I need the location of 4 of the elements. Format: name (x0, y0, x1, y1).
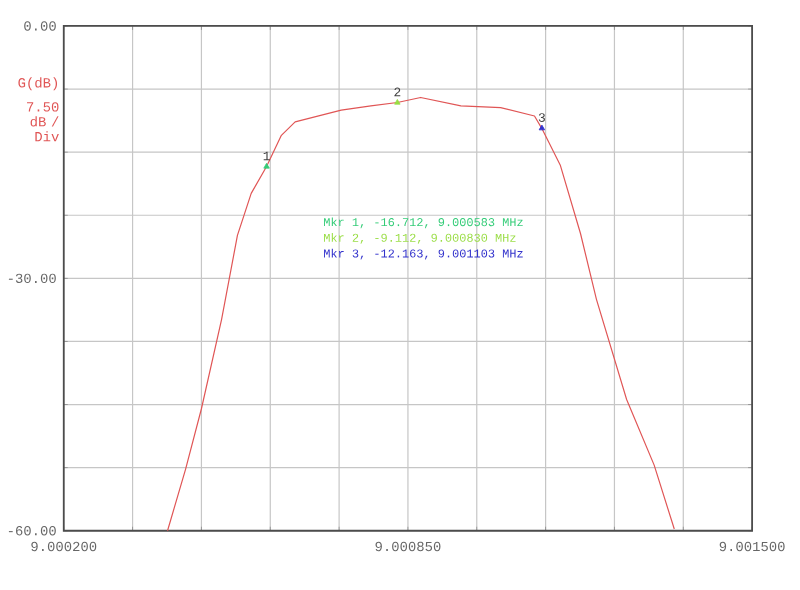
point (394, 98, 401, 105)
line-series (166, 96, 675, 532)
point (538, 124, 546, 130)
point (263, 162, 270, 169)
